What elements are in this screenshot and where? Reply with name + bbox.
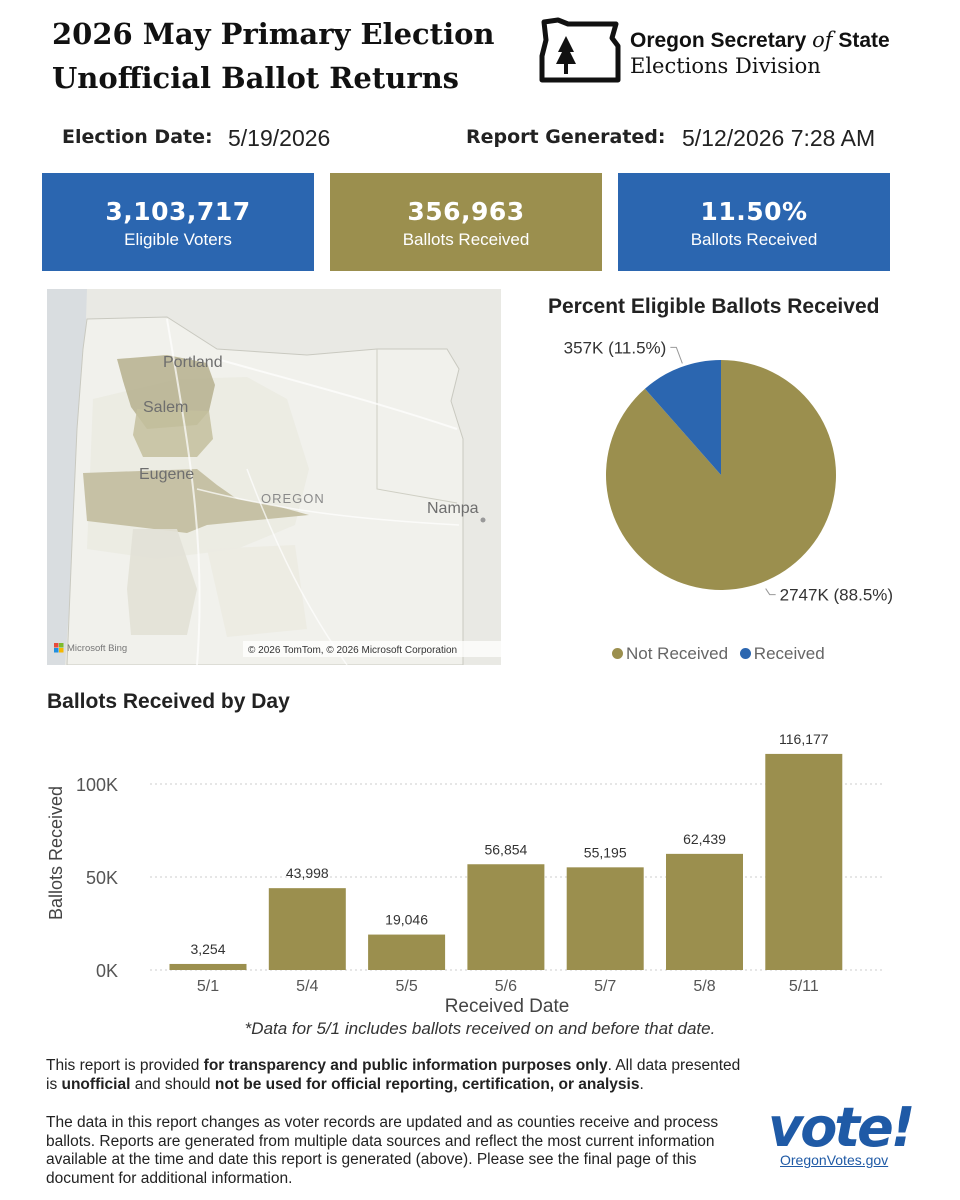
pie-svg: 2747K (88.5%) 357K (11.5%) [564, 338, 893, 605]
pie-leader-line [670, 346, 683, 364]
kpi-ballots-received: 356,963 Ballots Received [330, 173, 602, 271]
oregon-map-tree-icon [539, 17, 621, 83]
nampa-point-icon [480, 517, 486, 523]
y-tick-label: 100K [76, 775, 118, 795]
vote-logo-text: vote! [768, 1096, 912, 1159]
bar-5-8[interactable] [666, 853, 743, 970]
bar-5-11[interactable] [765, 753, 843, 970]
bar-value-label: 3,254 [190, 941, 225, 957]
kpi-value: 11.50% [700, 197, 808, 226]
pie-legend: Not Received Received [612, 644, 832, 664]
vote-logo-icon: vote! [768, 1096, 915, 1159]
x-tick-label: 5/4 [296, 978, 318, 995]
map-copyright: © 2026 TomTom, © 2026 Microsoft Corporat… [248, 645, 457, 656]
y-tick-label: 0K [96, 961, 118, 981]
city-label-portland: Portland [163, 354, 223, 371]
bar-value-label: 116,177 [779, 731, 829, 747]
legend-swatch [739, 648, 751, 659]
city-label-salem: Salem [143, 399, 188, 416]
chart-footnote: *Data for 5/1 includes ballots received … [244, 1019, 716, 1038]
disclaimer-paragraph-2: The data in this report changes as voter… [46, 1114, 719, 1187]
legend-swatch [612, 648, 623, 659]
kpi-value: 356,963 [407, 197, 525, 226]
x-tick-label: 5/5 [395, 978, 417, 995]
kpi-eligible-voters: 3,103,717 Eligible Voters [42, 173, 314, 271]
kpi-label: Ballots Received [690, 230, 818, 249]
org-division: Elections Division [630, 54, 821, 78]
city-label-nampa: Nampa [427, 500, 479, 517]
bar-5-4[interactable] [268, 888, 346, 970]
kpi-label: Ballots Received [402, 230, 530, 249]
bar-title: Ballots Received by Day [47, 690, 290, 713]
city-label-eugene: Eugene [139, 466, 194, 483]
x-tick-label: 5/6 [495, 978, 517, 995]
report-generated-value: 5/12/2026 7:28 AM [682, 125, 876, 151]
bar-value-label: 55,195 [584, 844, 627, 860]
pie-title: Percent Eligible Ballots Received [548, 295, 880, 318]
legend-item-received[interactable]: Received [739, 644, 825, 663]
kpi-label: Eligible Voters [124, 230, 232, 249]
microsoft-logo-icon [54, 643, 64, 653]
y-tick-label: 50K [86, 868, 118, 888]
sos-logo: Oregon Secretary of State Elections Divi… [538, 16, 918, 88]
x-tick-label: 5/1 [197, 978, 219, 995]
disclaimer-paragraph-1: This report is provided for transparency… [46, 1057, 741, 1093]
pie-data-label-not-received: 2747K (88.5%) [780, 586, 893, 605]
x-axis-label: Received Date [445, 996, 570, 1017]
pie-leader-line [765, 588, 776, 596]
bar-value-label: 43,998 [286, 865, 329, 881]
oregonvotes-link[interactable]: OregonVotes.gov [780, 1152, 889, 1168]
bar-svg: 0K 50K 100K Ballots Received 3,254 5/1 43,998 5… [46, 731, 885, 1017]
legend-item-not-received[interactable]: Not Received [612, 644, 728, 663]
county-map[interactable]: Portland Salem Eugene Nampa OREGON Micro… [47, 289, 501, 665]
y-axis-label: Ballots Received [46, 786, 66, 920]
org-name: Oregon Secretary of State [630, 28, 890, 52]
title-line-1: 2026 May Primary Election [52, 17, 495, 51]
pie-slice-received[interactable] [644, 360, 721, 475]
map-provider: Microsoft Bing [67, 643, 127, 654]
kpi-value: 3,103,717 [105, 197, 251, 226]
bar-5-1[interactable] [169, 963, 247, 970]
x-tick-label: 5/11 [789, 978, 819, 995]
bar-chart: 0K 50K 100K Ballots Received 3,254 5/1 43,998 5… [40, 725, 910, 1020]
bar-5-6[interactable] [467, 864, 545, 970]
election-date-label: Election Date: [62, 126, 213, 148]
bar-5-5[interactable] [368, 934, 446, 970]
map-canvas: Portland Salem Eugene Nampa OREGON Micro… [47, 289, 501, 665]
election-date-value: 5/19/2026 [228, 125, 331, 151]
report-title: 2026 May Primary Election Unofficial Bal… [52, 12, 512, 100]
state-label: OREGON [261, 491, 325, 506]
x-tick-label: 5/7 [594, 978, 616, 995]
bar-5-7[interactable] [566, 867, 644, 970]
bar-value-label: 62,439 [683, 831, 726, 847]
x-tick-label: 5/8 [693, 978, 715, 995]
pie-chart: 2747K (88.5%) 357K (11.5%) [540, 330, 940, 620]
bar-value-label: 19,046 [385, 912, 428, 928]
bar-value-label: 56,854 [484, 841, 527, 857]
report-generated-label: Report Generated: [466, 126, 666, 148]
title-line-2: Unofficial Ballot Returns [52, 61, 460, 95]
kpi-percent-received: 11.50% Ballots Received [618, 173, 890, 271]
pie-data-label-received: 357K (11.5%) [564, 338, 667, 357]
